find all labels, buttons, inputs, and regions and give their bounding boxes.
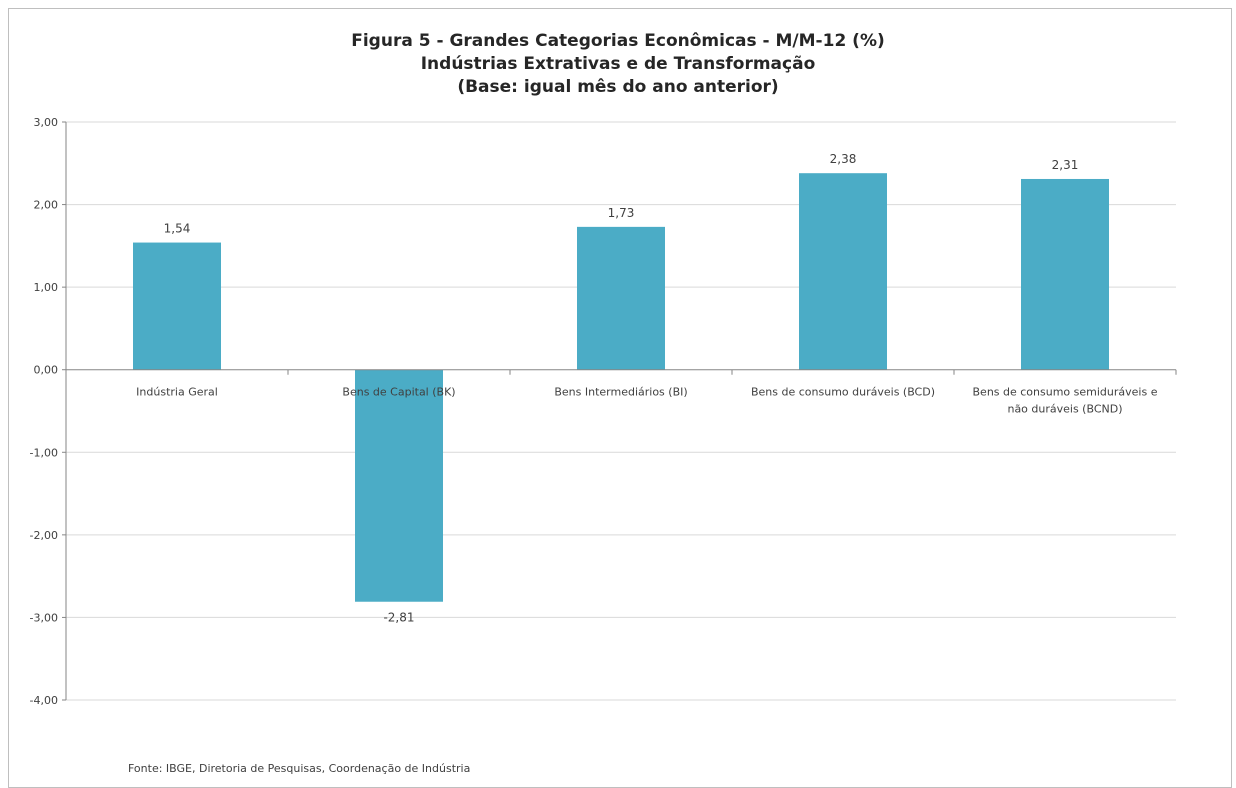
y-tick-label: 3,00 [34,116,59,129]
category-label: não duráveis (BCND) [1007,403,1122,416]
chart-frame [8,8,1232,788]
bar [133,242,221,370]
chart-title-line-1: Figura 5 - Grandes Categorias Econômicas… [351,31,885,51]
bar [577,226,665,370]
y-tick-label: 1,00 [34,281,59,294]
data-label: 2,38 [830,152,857,166]
bar [1021,178,1109,370]
category-label: Bens de consumo semiduráveis e [973,386,1158,399]
source-note: Fonte: IBGE, Diretoria de Pesquisas, Coo… [128,762,471,775]
bar [355,369,443,602]
y-tick-label: -3,00 [30,611,58,624]
y-tick-label: 0,00 [34,364,59,377]
category-label: Bens de consumo duráveis (BCD) [751,386,935,399]
data-label: 1,54 [164,222,191,236]
chart-title: Figura 5 - Grandes Categorias Econômicas… [0,30,1236,99]
chart-title-line-2: Indústrias Extrativas e de Transformação [420,54,816,74]
category-label: Bens de Capital (BK) [342,386,455,399]
y-tick-label: -2,00 [30,529,58,542]
bar [799,173,887,370]
y-tick-label: -4,00 [30,694,58,707]
data-label: 2,31 [1052,158,1079,172]
chart-title-line-3: (Base: igual mês do ano anterior) [457,77,779,97]
y-tick-label: -1,00 [30,446,58,459]
category-label: Bens Intermediários (BI) [554,386,687,399]
y-tick-label: 2,00 [34,199,59,212]
category-label: Indústria Geral [136,386,218,399]
data-label: 1,73 [608,206,635,220]
data-label: -2,81 [383,611,414,625]
